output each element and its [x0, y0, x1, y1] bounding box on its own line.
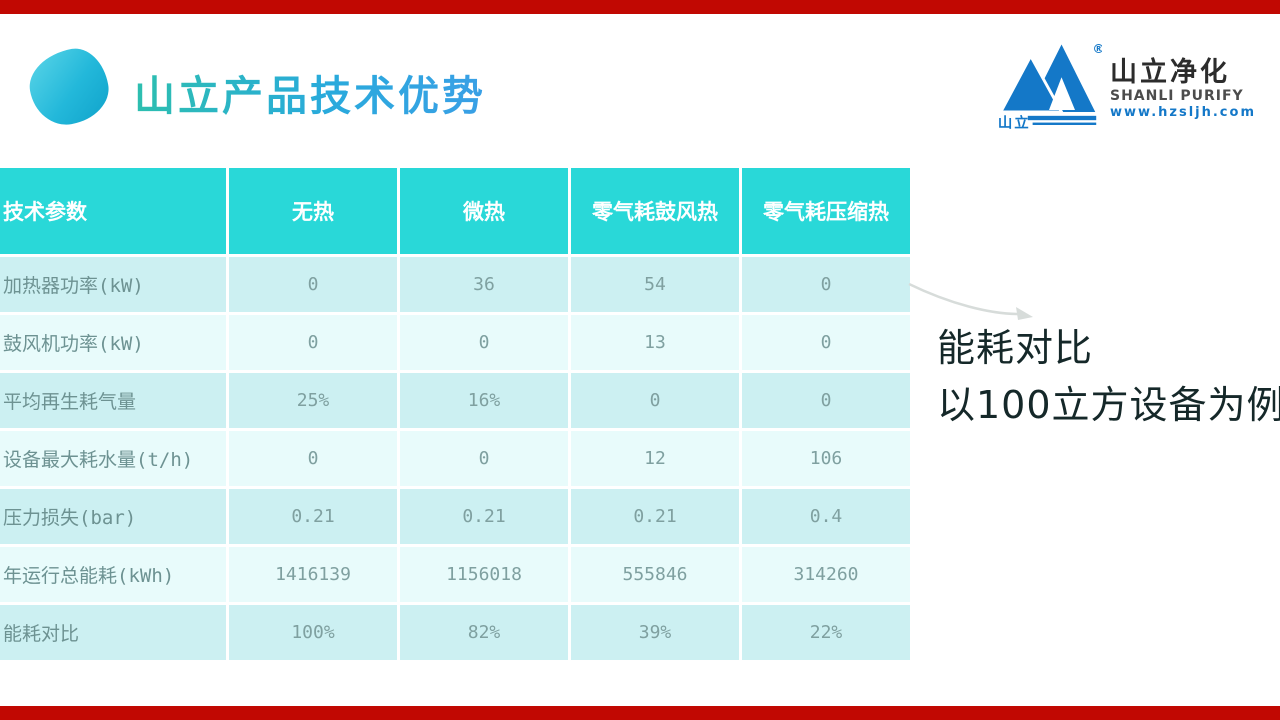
column-header-param: 技术参数: [0, 168, 226, 254]
column-header-compression-heat: 零气耗压缩热: [742, 168, 910, 254]
value-cell: 1416139: [229, 547, 397, 602]
column-header-heatless: 无热: [229, 168, 397, 254]
top-accent-bar: [0, 0, 1280, 14]
blob-decoration: [24, 43, 114, 131]
mountain-logo-icon: ® 山立: [998, 41, 1102, 130]
value-cell: 36: [400, 257, 568, 312]
column-header-blower-heat: 零气耗鼓风热: [571, 168, 739, 254]
value-cell: 555846: [571, 547, 739, 602]
logo-text-block: 山立净化 SHANLI PURIFY www.hzsljh.com: [1110, 40, 1256, 121]
table-row: 鼓风机功率(kW) 0 0 13 0: [0, 315, 910, 370]
value-cell: 0.4: [742, 489, 910, 544]
value-cell: 314260: [742, 547, 910, 602]
value-cell: 82%: [400, 605, 568, 660]
value-cell: 0: [742, 373, 910, 428]
value-cell: 0.21: [571, 489, 739, 544]
table-row: 平均再生耗气量 25% 16% 0 0: [0, 373, 910, 428]
value-cell: 0.21: [400, 489, 568, 544]
annotation-line1: 能耗对比: [937, 326, 1094, 370]
value-cell: 0: [571, 373, 739, 428]
bottom-accent-bar: [0, 706, 1280, 720]
company-logo: ® 山立 山立净化 SHANLI PURIFY www.hzsljh.com: [996, 40, 1256, 130]
value-cell: 1156018: [400, 547, 568, 602]
value-cell: 39%: [571, 605, 739, 660]
table-body: 加热器功率(kW) 0 36 54 0 鼓风机功率(kW) 0 0 13 0 平均再生耗气量 25% 1…: [0, 257, 910, 660]
value-cell: 0.21: [229, 489, 397, 544]
value-cell: 25%: [229, 373, 397, 428]
value-cell: 0: [400, 315, 568, 370]
logo-url: www.hzsljh.com: [1110, 105, 1256, 120]
row-label-cell: 鼓风机功率(kW): [0, 315, 226, 370]
value-cell: 13: [571, 315, 739, 370]
value-cell: 54: [571, 257, 739, 312]
value-cell: 106: [742, 431, 910, 486]
value-cell: 22%: [742, 605, 910, 660]
row-label-cell: 加热器功率(kW): [0, 257, 226, 312]
logo-name-cn: 山立净化: [1110, 57, 1230, 88]
annotation-text: 能耗对比 以100立方设备为例: [937, 320, 1280, 434]
logo-name-en: SHANLI PURIFY: [1110, 88, 1244, 104]
row-label-cell: 平均再生耗气量: [0, 373, 226, 428]
table-row: 年运行总能耗(kWh) 1416139 1156018 555846 314260: [0, 547, 910, 602]
value-cell: 0: [229, 315, 397, 370]
table-row: 加热器功率(kW) 0 36 54 0: [0, 257, 910, 312]
svg-text:®: ®: [1092, 41, 1102, 56]
curved-arrow-icon: [908, 282, 1033, 320]
value-cell: 0: [229, 431, 397, 486]
value-cell: 100%: [229, 605, 397, 660]
value-cell: 12: [571, 431, 739, 486]
table-row: 能耗对比 100% 82% 39% 22%: [0, 605, 910, 660]
value-cell: 0: [400, 431, 568, 486]
row-label-cell: 设备最大耗水量(t/h): [0, 431, 226, 486]
table-header-row: 技术参数 无热 微热 零气耗鼓风热 零气耗压缩热: [0, 168, 910, 254]
table-row: 设备最大耗水量(t/h) 0 0 12 106: [0, 431, 910, 486]
row-label-cell: 压力损失(bar): [0, 489, 226, 544]
annotation-line2: 以100立方设备为例: [937, 383, 1280, 427]
value-cell: 0: [229, 257, 397, 312]
tech-parameters-table: 技术参数 无热 微热 零气耗鼓风热 零气耗压缩热 加热器功率(kW) 0 36 54 0…: [0, 165, 913, 663]
value-cell: 16%: [400, 373, 568, 428]
column-header-microheat: 微热: [400, 168, 568, 254]
page-title: 山立产品技术优势: [134, 62, 486, 122]
value-cell: 0: [742, 315, 910, 370]
row-label-cell: 能耗对比: [0, 605, 226, 660]
table-row: 压力损失(bar) 0.21 0.21 0.21 0.4: [0, 489, 910, 544]
row-label-cell: 年运行总能耗(kWh): [0, 547, 226, 602]
value-cell: 0: [742, 257, 910, 312]
svg-text:山立: 山立: [998, 113, 1031, 130]
